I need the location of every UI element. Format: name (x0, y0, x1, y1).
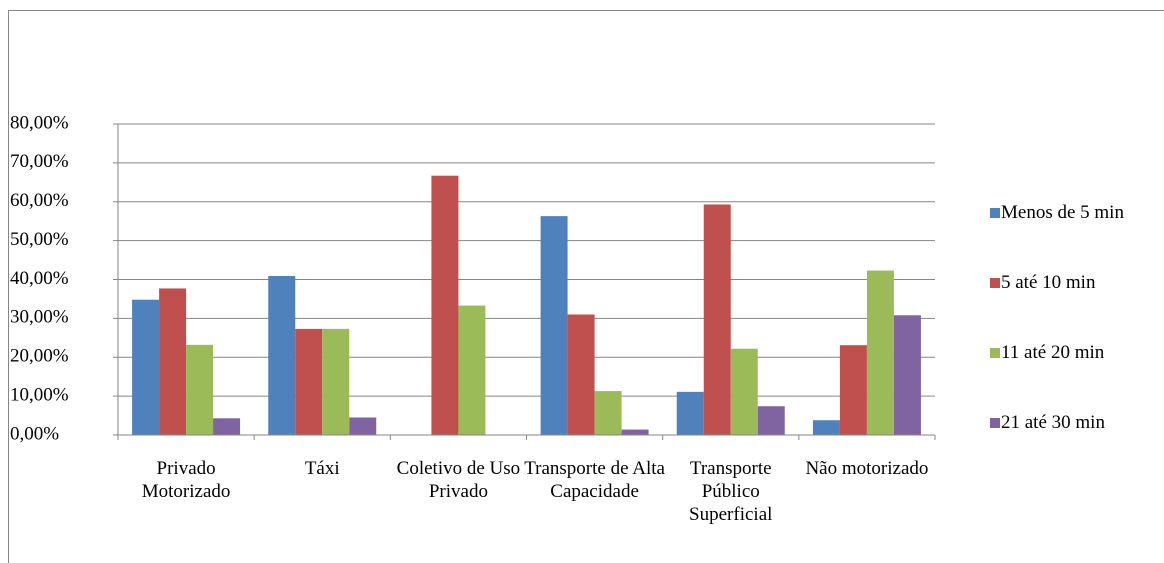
bar (186, 344, 214, 435)
legend-label: 11 até 20 min (1001, 342, 1105, 363)
bar (839, 345, 867, 435)
y-tick-label: 60,00% (10, 190, 69, 211)
y-tick-label: 20,00% (10, 346, 69, 367)
x-tick-label: Privado Motorizado (141, 458, 231, 502)
bar (703, 204, 731, 435)
legend-label: 5 até 10 min (1001, 272, 1096, 293)
y-tick-label: 0,00% (10, 423, 59, 444)
bar (159, 288, 187, 435)
legend-swatch (990, 208, 1000, 218)
bar (594, 391, 622, 435)
x-tick-label: Transporte de Alta Capacidade (524, 458, 665, 502)
x-tick-label: Coletivo de Uso Privado (396, 458, 521, 502)
y-tick-label: 70,00% (10, 151, 69, 172)
bar (431, 175, 459, 436)
y-tick-label: 30,00% (10, 307, 69, 328)
legend-swatch (990, 418, 1000, 428)
legend-swatch (990, 348, 1000, 358)
bar (540, 216, 568, 435)
bar (676, 391, 704, 435)
bar (268, 276, 296, 435)
bar (893, 315, 921, 435)
bar (213, 418, 241, 435)
y-tick-label: 40,00% (10, 268, 69, 289)
bar (866, 270, 894, 435)
bar (295, 328, 323, 435)
bar (567, 314, 595, 435)
legend-swatch (990, 278, 1000, 288)
y-tick-label: 50,00% (10, 229, 69, 250)
chart-border (8, 10, 1164, 563)
y-tick-label: 80,00% (10, 112, 69, 133)
bar (621, 429, 649, 435)
bar (812, 420, 840, 435)
x-tick-label: Transporte Público Superficial (689, 458, 773, 525)
bar (458, 305, 486, 435)
x-tick-label: Táxi (304, 458, 340, 479)
bar (132, 299, 160, 435)
bar (349, 417, 377, 435)
legend-label: 21 até 30 min (1001, 412, 1105, 433)
bar (757, 406, 785, 435)
bar (322, 328, 350, 435)
legend-label: Menos de 5 min (1001, 202, 1124, 223)
bar (730, 348, 758, 435)
x-tick-label: Não motorizado (805, 458, 929, 479)
y-tick-label: 10,00% (10, 384, 69, 405)
